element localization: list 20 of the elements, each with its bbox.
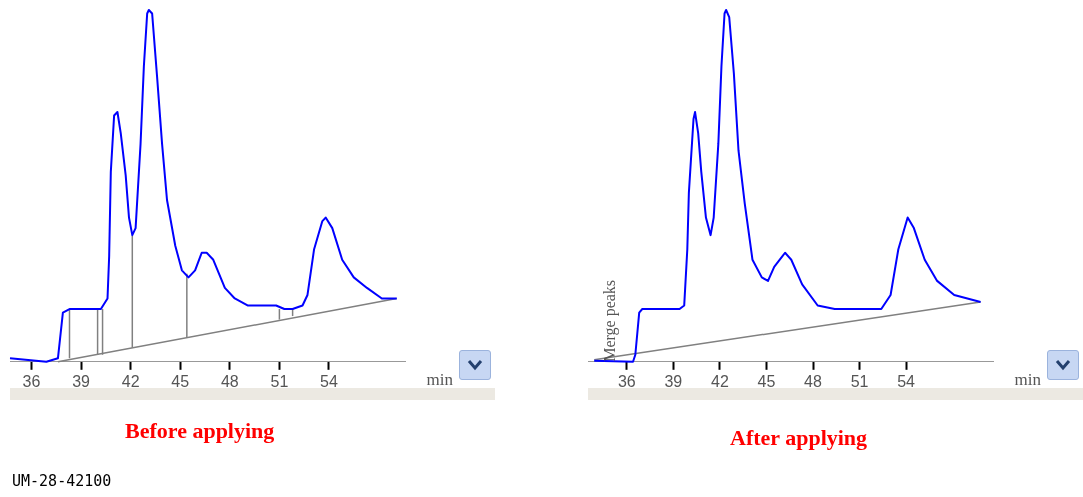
x-tick-label: 42 xyxy=(711,372,729,390)
x-tick-label: 36 xyxy=(22,372,41,390)
x-tick-label: 48 xyxy=(804,372,822,390)
annotation: Merge peaks xyxy=(601,279,620,362)
x-tick-label: 39 xyxy=(72,372,91,390)
text: UM-28-42100 xyxy=(12,472,112,490)
text: Before applying xyxy=(125,418,275,444)
x-tick-label: 54 xyxy=(320,372,338,390)
x-tick-label: 45 xyxy=(171,372,190,390)
x-tick-label: 51 xyxy=(850,372,869,390)
x-tick-label: 42 xyxy=(121,372,140,390)
x-tick-label: 39 xyxy=(664,372,683,390)
x-axis-title: min xyxy=(426,369,454,389)
x-tick-label: 51 xyxy=(270,372,289,390)
x-tick-label: 36 xyxy=(617,372,636,390)
x-axis-title: min xyxy=(1014,369,1042,389)
text: After applying xyxy=(730,425,868,451)
x-tick-label: 45 xyxy=(757,372,776,390)
x-tick-label: 48 xyxy=(220,372,239,390)
x-tick-label: 54 xyxy=(897,372,916,390)
